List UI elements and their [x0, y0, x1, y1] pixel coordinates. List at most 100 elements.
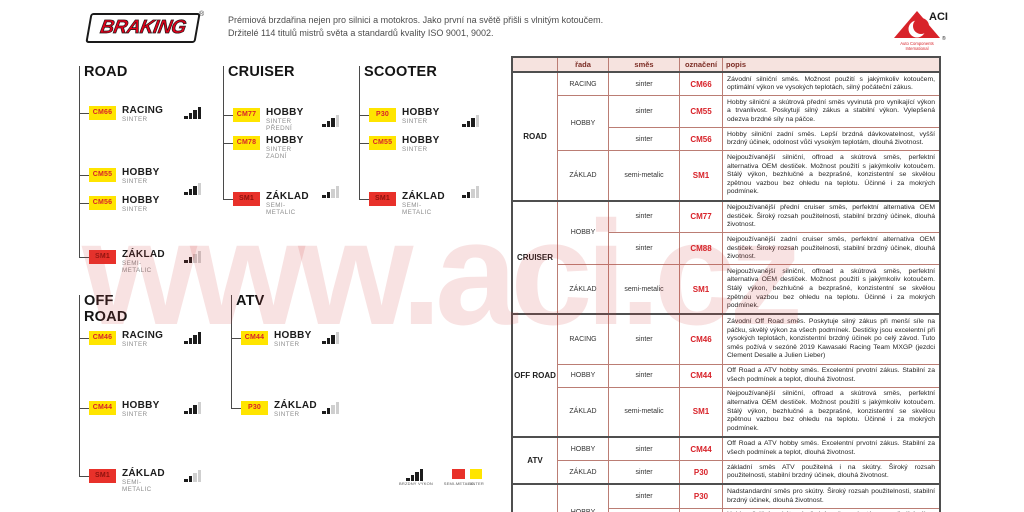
smes-cell: sinter	[608, 435, 680, 462]
code-cell: CM66	[679, 71, 723, 97]
bar-segment	[188, 189, 192, 195]
tree-stub-connector	[79, 175, 89, 176]
compound-code-badge: P30	[241, 401, 268, 415]
registered-trademark-icon: ®	[199, 11, 205, 18]
description-cell: Hobby silniční zadní směs. Lepší brzdná …	[722, 127, 941, 152]
bar-segment	[326, 121, 330, 127]
bar-segment	[415, 472, 419, 481]
compound-name: HOBBY	[122, 167, 160, 178]
code-cell: SM1	[679, 386, 723, 438]
legend-semimetalic-label: SEMI-METALIC	[443, 481, 475, 486]
bar-segment	[471, 118, 475, 127]
compound-name: HOBBY	[274, 330, 312, 341]
tree-stub-connector	[79, 338, 89, 339]
braking-logo-text: BRAKING	[98, 17, 188, 39]
category-title: OFF ROAD	[84, 293, 128, 325]
description-cell: Off Road a ATV hobby směs. Excelentní pr…	[722, 435, 941, 462]
column-header-2: směs	[608, 56, 680, 73]
compound-code-badge: SM1	[369, 192, 396, 206]
bar-segment	[326, 338, 330, 344]
tree-stub-connector	[223, 115, 233, 116]
compound-name: ZÁKLAD	[122, 468, 165, 479]
description-cell: Nadstandardní směs pro skútry. Široký ro…	[722, 483, 941, 509]
table-row: SCOOTERHOBBYsinterP30Nadstandardní směs …	[511, 483, 941, 512]
bar-segment	[419, 469, 423, 481]
compound-name: HOBBY	[122, 400, 160, 411]
description-cell: Nejpoužívanější zadní cruiser směs, perf…	[722, 232, 941, 266]
bar-segment	[197, 470, 201, 482]
table-row: ZÁKLAD semi-metalic SM1 Nejpoužívanější sil…	[512, 264, 941, 315]
compound-sub: SINTER	[122, 116, 148, 123]
compound-sub: SINTER	[122, 411, 148, 418]
code-cell: SM1	[679, 264, 723, 315]
compound-sub: SEMI-METALIC	[122, 260, 152, 274]
description-cell: Nejpoužívanější silniční, offroad a skút…	[722, 386, 941, 438]
rada-cell: HOBBY	[557, 483, 609, 512]
bar-segment	[193, 254, 197, 263]
description-cell: Nejpoužívanější silniční, offroad a skút…	[722, 150, 941, 201]
compound-code-badge: SM1	[89, 469, 116, 483]
bar-segment	[462, 124, 466, 127]
compound-name: RACING	[122, 330, 164, 341]
tree-stub-connector	[359, 199, 369, 200]
performance-bars-icon	[322, 332, 339, 344]
column-header-4: popis	[722, 56, 941, 73]
code-cell: CM88	[679, 232, 723, 266]
rada-cell: RACING	[557, 71, 609, 97]
bar-segment	[331, 335, 335, 344]
compound-sub: SINTER PŘEDNÍ	[266, 118, 293, 132]
table-row: sinter CM88 Nejpoužívanější zadní cruiser …	[512, 232, 941, 266]
description-cell: Závodní silniční směs. Možnost použití s…	[722, 71, 941, 97]
bar-segment	[326, 408, 330, 414]
smes-cell: sinter	[608, 460, 680, 485]
performance-bars-icon	[322, 115, 339, 127]
compound-name: HOBBY	[402, 107, 440, 118]
compound-sub: SEMI-METALIC	[402, 202, 432, 216]
bar-segment	[406, 478, 410, 481]
bar-segment	[188, 338, 192, 344]
aci-logo: ACI ® Auto Components International	[893, 8, 957, 52]
category-title: ATV	[236, 293, 265, 309]
tree-stub-connector	[223, 143, 233, 144]
performance-bars-icon	[184, 183, 201, 195]
svg-text:International: International	[905, 46, 928, 51]
tagline-line-1: Prémiová brzdařina nejen pro silnici a m…	[228, 15, 604, 25]
rada-cell: ZÁKLAD	[557, 460, 609, 485]
performance-bars-icon	[462, 186, 479, 198]
compound-name: HOBBY	[266, 107, 304, 118]
compound-sub: SINTER	[274, 341, 300, 348]
column-header-1: řada	[557, 56, 609, 73]
compound-name: HOBBY	[266, 135, 304, 146]
compound-code-badge: CM46	[89, 331, 116, 345]
compound-table-wrap: řada směs označení popis ROAD RACING sinter CM…	[511, 56, 941, 512]
bar-segment	[188, 476, 192, 482]
bar-segment	[193, 473, 197, 482]
bar-segment	[193, 110, 197, 119]
tree-trunk-connector	[359, 66, 360, 199]
bar-segment	[197, 183, 201, 195]
performance-bars-icon	[184, 470, 201, 482]
description-cell: Hobby silniční a skútrová přední směs vy…	[722, 95, 941, 129]
code-cell: P30	[679, 483, 723, 509]
code-cell: SM1	[679, 150, 723, 201]
bar-segment	[197, 402, 201, 414]
smes-cell: semi-metalic	[608, 386, 680, 438]
table-row: OFF ROAD RACING sinter CM46 Závodní Off Road…	[511, 313, 941, 438]
code-cell: CM44	[679, 363, 723, 388]
tree-stub-connector	[79, 476, 89, 477]
compound-name: ZÁKLAD	[266, 191, 309, 202]
table-row: HOBBY sinter CM44 Off Road a ATV hobby směs…	[512, 363, 941, 388]
table-row: CRUISER HOBBY sinter CM77 Nejpoužívanější př…	[511, 199, 941, 315]
compound-code-badge: CM44	[89, 401, 116, 415]
performance-bars-icon	[184, 332, 201, 344]
compound-sub: SINTER ZADNÍ	[266, 146, 292, 160]
bar-segment	[188, 408, 192, 414]
category-cell: ATV	[511, 435, 558, 485]
bar-segment	[335, 186, 339, 198]
table-row: ATV HOBBY sinter CM44 Off Road a ATV hobby s…	[511, 435, 941, 485]
column-header-3: označení	[679, 56, 723, 73]
tree-stub-connector	[79, 408, 89, 409]
smes-cell: sinter	[608, 71, 680, 97]
bar-segment	[322, 341, 326, 344]
tree-stub-connector	[223, 199, 233, 200]
